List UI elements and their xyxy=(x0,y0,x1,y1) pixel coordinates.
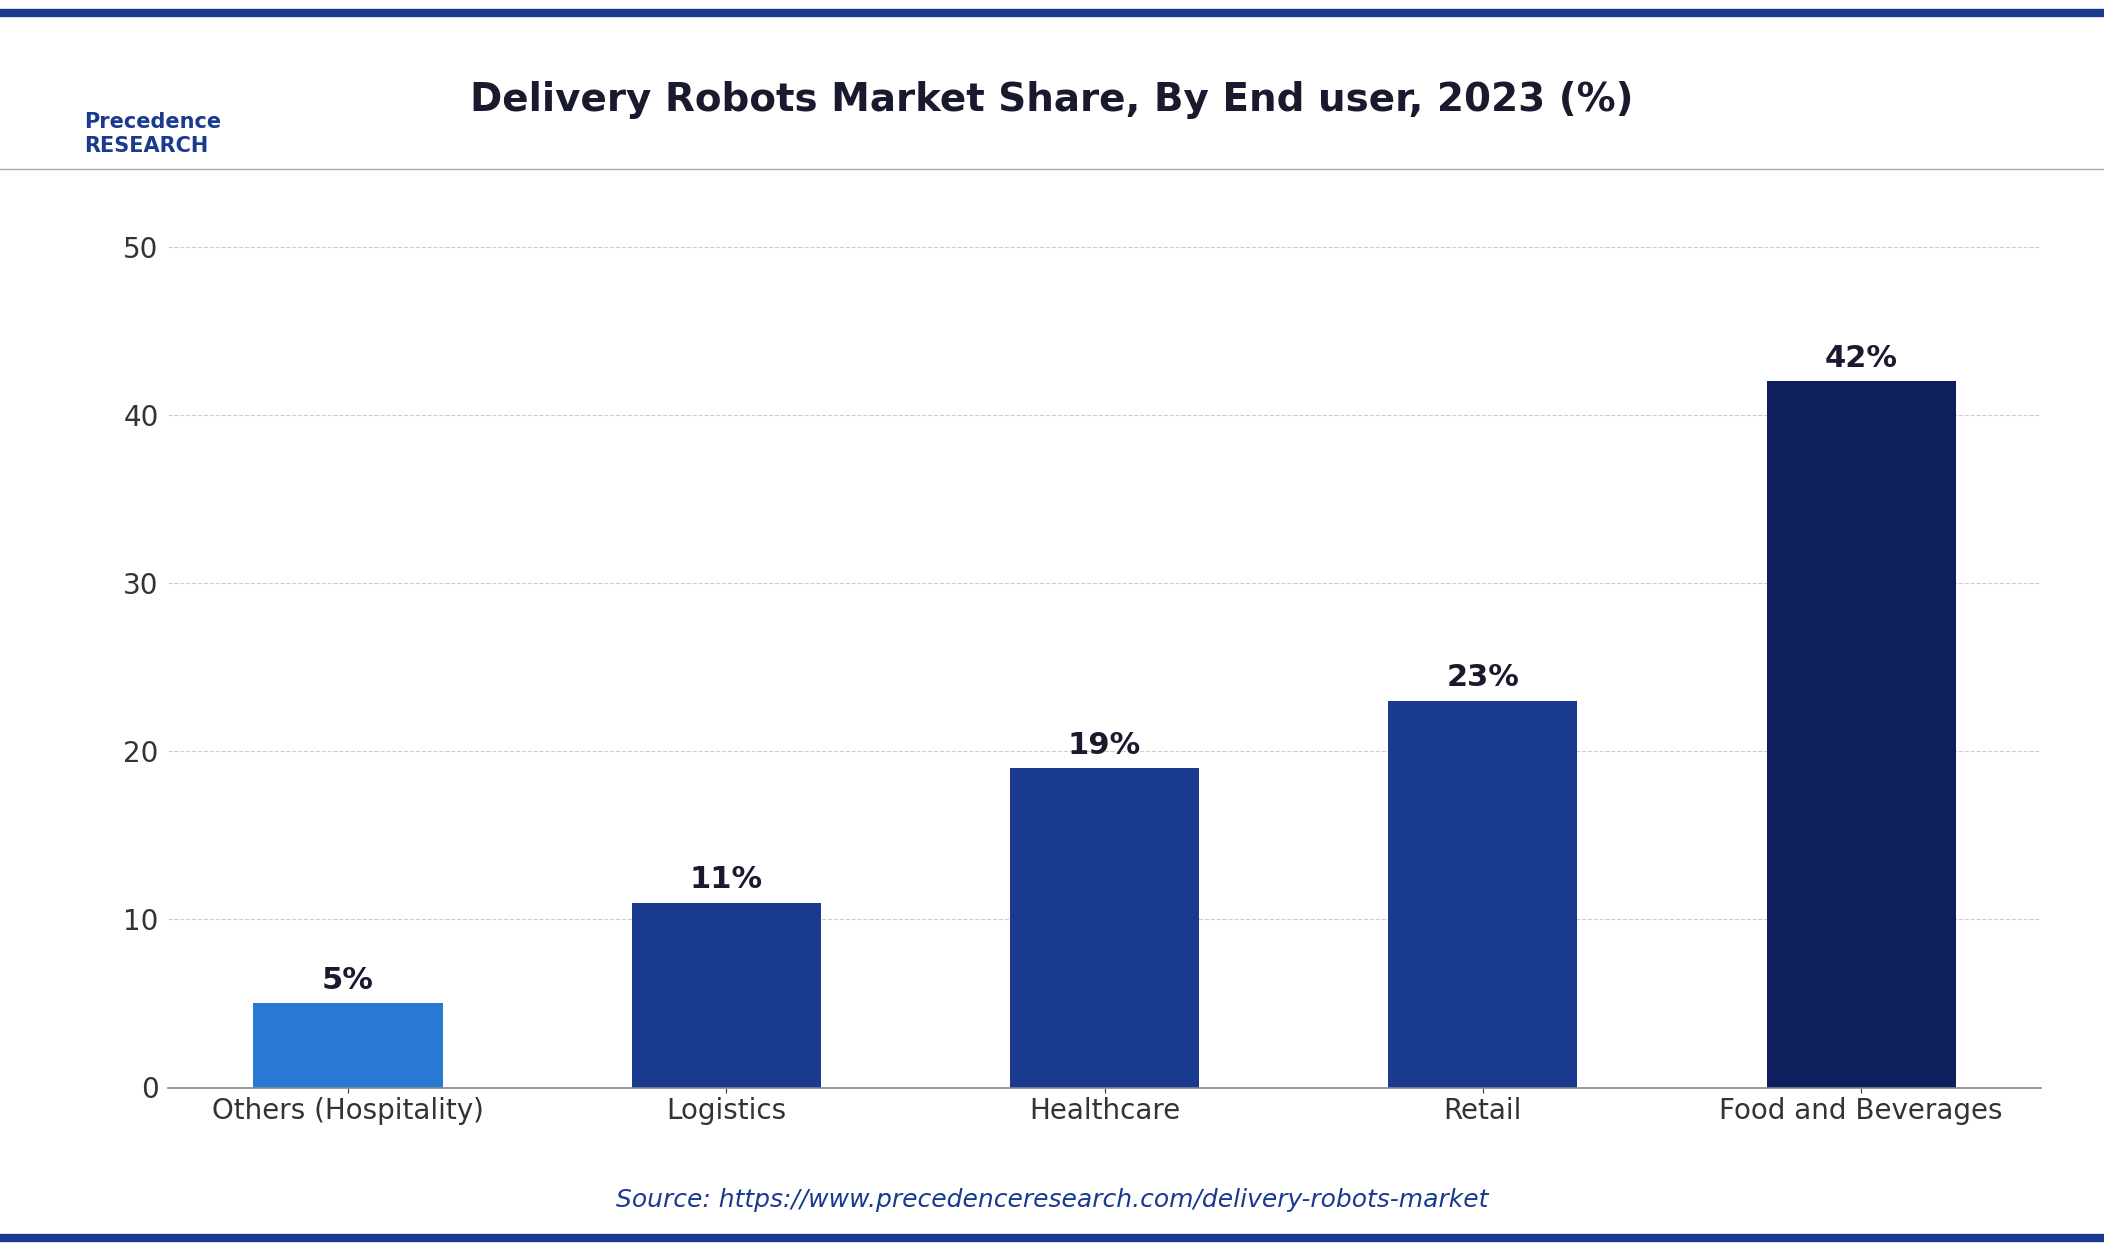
Text: Delivery Robots Market Share, By End user, 2023 (%): Delivery Robots Market Share, By End use… xyxy=(471,81,1633,119)
Text: 5%: 5% xyxy=(322,966,375,995)
Bar xyxy=(1010,768,1199,1088)
Text: Precedence
RESEARCH: Precedence RESEARCH xyxy=(84,112,221,156)
Bar xyxy=(631,902,821,1088)
Text: Source: https://www.precedenceresearch.com/delivery-robots-market: Source: https://www.precedenceresearch.c… xyxy=(616,1188,1488,1212)
Text: 23%: 23% xyxy=(1445,664,1519,692)
Bar xyxy=(252,1004,442,1088)
Text: 19%: 19% xyxy=(1069,730,1140,760)
Text: 42%: 42% xyxy=(1824,344,1898,372)
Bar xyxy=(1389,701,1578,1088)
Bar xyxy=(1767,381,1957,1088)
Text: 11%: 11% xyxy=(690,865,764,894)
